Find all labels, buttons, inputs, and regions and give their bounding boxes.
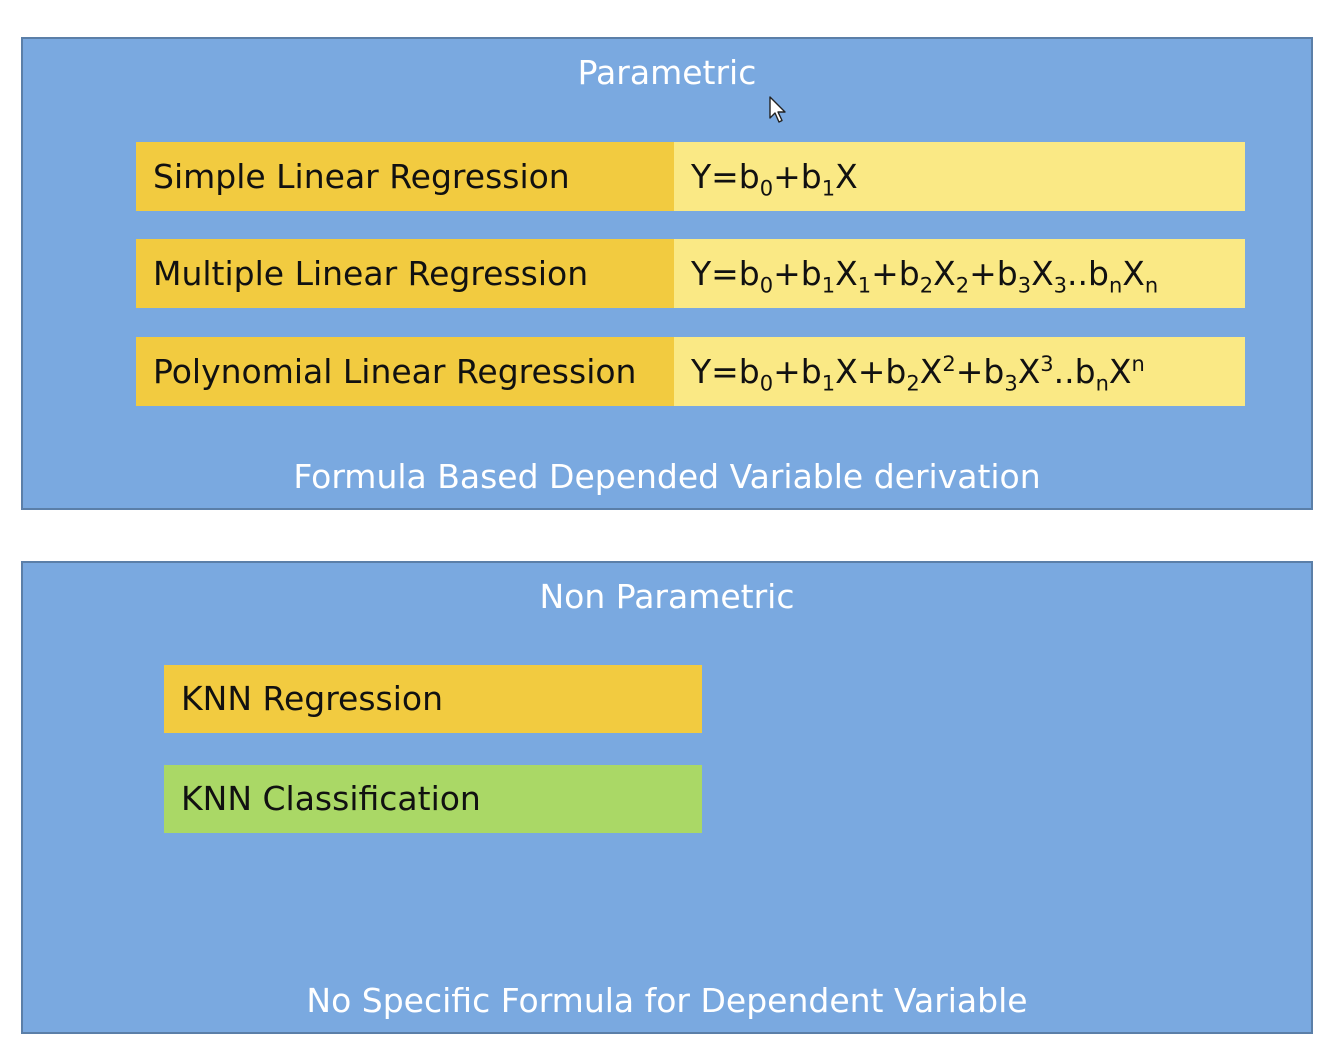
knn-regression-box: KNN Regression bbox=[164, 665, 702, 733]
model-formula: Y=b0+b1X bbox=[674, 142, 1245, 211]
mouse-pointer-icon bbox=[769, 96, 786, 123]
knn-classification-box: KNN Classification bbox=[164, 765, 702, 833]
parametric-panel: Parametric Simple Linear Regression Y=b0… bbox=[21, 37, 1313, 510]
parametric-title: Parametric bbox=[577, 53, 757, 92]
model-row-multiple-linear: Multiple Linear Regression Y=b0+b1X1+b2X… bbox=[136, 239, 1245, 308]
nonparametric-panel: Non Parametric KNN Regression KNN Classi… bbox=[21, 561, 1313, 1034]
model-name: Polynomial Linear Regression bbox=[136, 337, 674, 406]
model-row-simple-linear: Simple Linear Regression Y=b0+b1X bbox=[136, 142, 1245, 211]
model-name: Multiple Linear Regression bbox=[136, 239, 674, 308]
nonparametric-footer: No Specific Formula for Dependent Variab… bbox=[306, 981, 1028, 1020]
model-row-polynomial-linear: Polynomial Linear Regression Y=b0+b1X+b2… bbox=[136, 337, 1245, 406]
model-formula: Y=b0+b1X+b2X2+b3X3..bnXn bbox=[674, 337, 1245, 406]
parametric-footer: Formula Based Depended Variable derivati… bbox=[293, 457, 1041, 496]
model-name: Simple Linear Regression bbox=[136, 142, 674, 211]
nonparametric-title: Non Parametric bbox=[539, 577, 795, 616]
model-formula: Y=b0+b1X1+b2X2+b3X3..bnXn bbox=[674, 239, 1245, 308]
